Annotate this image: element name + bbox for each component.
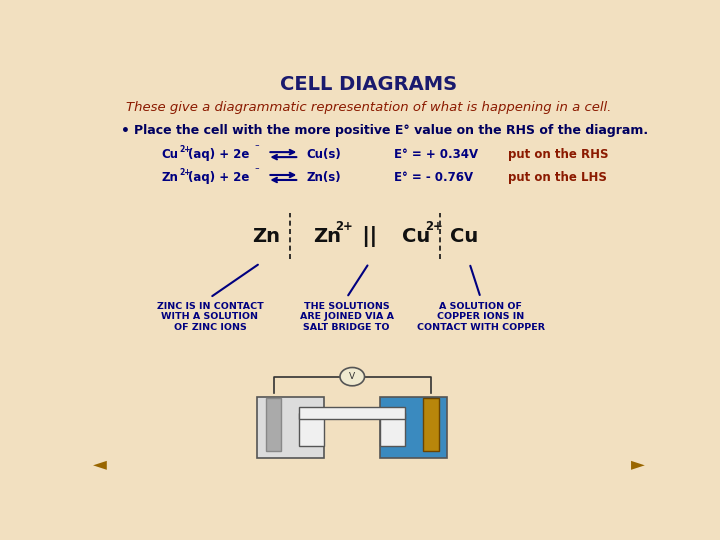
Text: THE SOLUTIONS
ARE JOINED VIA A
SALT BRIDGE TO: THE SOLUTIONS ARE JOINED VIA A SALT BRID…: [300, 302, 394, 332]
Bar: [380, 397, 447, 458]
Text: CELL DIAGRAMS: CELL DIAGRAMS: [280, 75, 458, 94]
Text: 2+: 2+: [179, 168, 191, 177]
Text: Cu: Cu: [450, 227, 478, 246]
Text: V: V: [349, 372, 356, 381]
Text: Zn: Zn: [313, 227, 341, 246]
Bar: [258, 397, 324, 458]
Text: ZINC IS IN CONTACT
WITH A SOLUTION
OF ZINC IONS: ZINC IS IN CONTACT WITH A SOLUTION OF ZI…: [156, 302, 264, 332]
Bar: [300, 407, 405, 419]
Text: •: •: [121, 124, 130, 138]
Text: Cu: Cu: [402, 227, 431, 246]
Text: put on the LHS: put on the LHS: [508, 171, 608, 184]
Text: ||: ||: [361, 226, 377, 247]
Text: ◄: ◄: [93, 455, 107, 473]
Text: Zn(s): Zn(s): [307, 171, 341, 184]
Text: E° = - 0.76V: E° = - 0.76V: [394, 171, 473, 184]
Text: These give a diagrammatic representation of what is happening in a cell.: These give a diagrammatic representation…: [126, 102, 612, 114]
Bar: [300, 413, 324, 446]
Bar: [266, 399, 282, 451]
Text: Zn: Zn: [161, 171, 179, 184]
Text: 2+: 2+: [179, 145, 191, 154]
Text: Zn: Zn: [252, 227, 280, 246]
Text: put on the RHS: put on the RHS: [508, 148, 609, 161]
Text: (aq) + 2e: (aq) + 2e: [188, 171, 249, 184]
Text: (aq) + 2e: (aq) + 2e: [188, 148, 249, 161]
Bar: [380, 413, 405, 446]
Text: ⁻: ⁻: [255, 166, 259, 175]
Text: ⁻: ⁻: [255, 143, 259, 152]
Text: E° = + 0.34V: E° = + 0.34V: [394, 148, 478, 161]
Circle shape: [340, 368, 364, 386]
Text: 2+: 2+: [425, 220, 443, 233]
Text: 2+: 2+: [336, 220, 354, 233]
Text: A SOLUTION OF
COPPER IONS IN
CONTACT WITH COPPER: A SOLUTION OF COPPER IONS IN CONTACT WIT…: [417, 302, 544, 332]
Text: Place the cell with the more positive E° value on the RHS of the diagram.: Place the cell with the more positive E°…: [133, 124, 648, 137]
Text: Cu(s): Cu(s): [307, 148, 341, 161]
Bar: [423, 399, 438, 451]
Text: Cu: Cu: [161, 148, 179, 161]
Text: ►: ►: [631, 455, 645, 473]
